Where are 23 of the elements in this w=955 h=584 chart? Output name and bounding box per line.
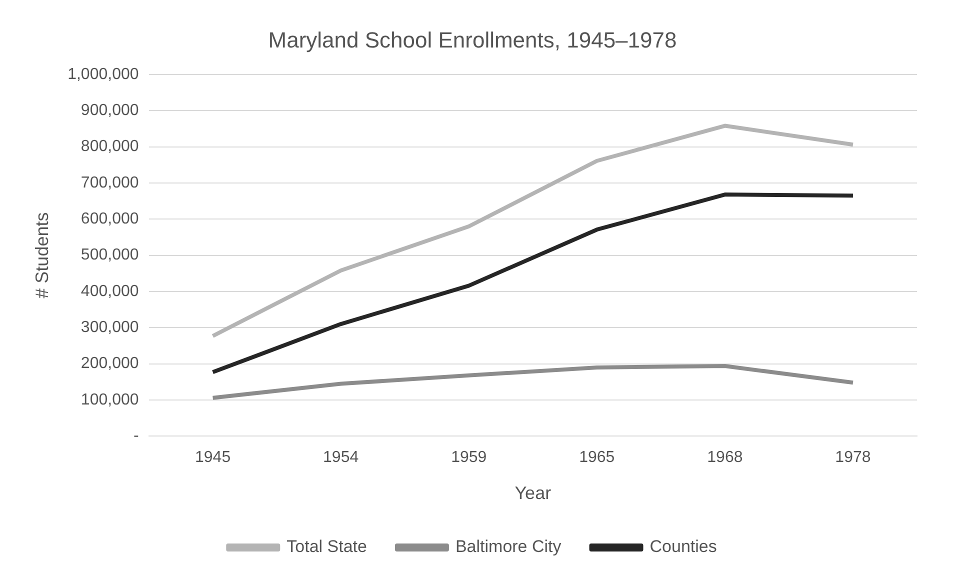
y-tick-label: 100,000 (80, 391, 139, 408)
y-tick-label: - (133, 428, 139, 445)
y-tick-label: 200,000 (80, 355, 139, 372)
y-tick-label: 500,000 (80, 246, 139, 264)
x-axis-title: Year (514, 483, 552, 504)
y-tick-label: 600,000 (80, 210, 139, 228)
y-tick-label: 700,000 (80, 174, 139, 192)
y-tick-label: 400,000 (80, 282, 139, 300)
x-tick-label: 1954 (323, 449, 359, 466)
x-tick-label: 1959 (451, 449, 487, 466)
y-tick-label: 1,000,000 (68, 66, 139, 83)
y-tick-label: 900,000 (80, 102, 139, 119)
x-tick-label: 1965 (579, 449, 615, 466)
x-tick-label: 1945 (195, 449, 231, 466)
x-tick-label: 1978 (835, 449, 871, 466)
y-axis-title: # Students (32, 212, 52, 298)
y-tick-label: 800,000 (80, 138, 139, 156)
chart-title: Maryland School Enrollments, 1945–1978 (268, 27, 677, 52)
legend-label: Baltimore City (455, 537, 562, 556)
legend-label: Counties (650, 537, 717, 556)
y-tick-label: 300,000 (80, 319, 139, 336)
legend-label: Total State (286, 537, 367, 556)
x-tick-label: 1968 (707, 449, 743, 466)
